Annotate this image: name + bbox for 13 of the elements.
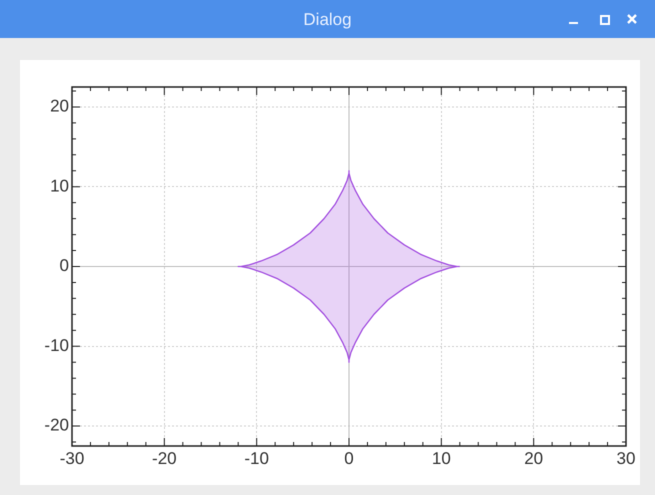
x-tick-label: 20 bbox=[524, 448, 544, 468]
x-tick-label: 30 bbox=[616, 448, 636, 468]
x-tick-label: -20 bbox=[152, 448, 177, 468]
x-tick-label: -30 bbox=[60, 448, 84, 468]
x-tick-label: 10 bbox=[432, 448, 451, 468]
x-tick-label: -10 bbox=[244, 448, 269, 468]
x-tick-label: 0 bbox=[344, 448, 354, 468]
y-tick-label: 10 bbox=[50, 176, 69, 196]
y-tick-label: -20 bbox=[44, 416, 69, 435]
y-tick-label: -10 bbox=[44, 336, 69, 355]
y-tick-label: 0 bbox=[60, 256, 69, 276]
chart-title: Dialog bbox=[302, 10, 353, 30]
y-tick-label: 20 bbox=[50, 96, 69, 116]
